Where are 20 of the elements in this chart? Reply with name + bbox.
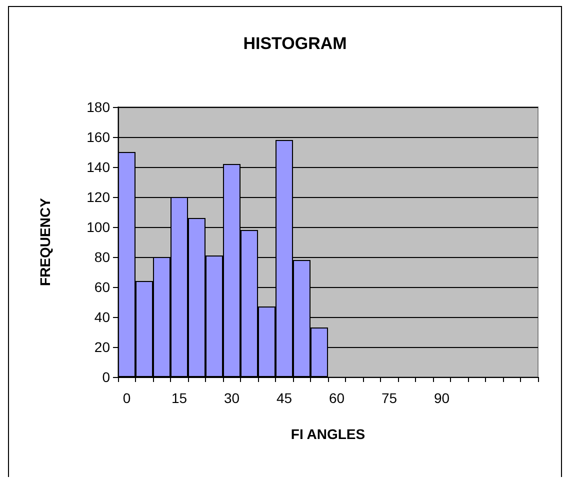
- x-tick-label: 75: [381, 390, 398, 406]
- y-tick-label: 100: [86, 219, 110, 235]
- x-tick-label: 45: [276, 390, 292, 406]
- y-tick-label: 60: [94, 279, 110, 295]
- y-tick-label: 20: [94, 339, 110, 355]
- y-axis-title: FREQUENCY: [37, 197, 53, 286]
- y-tick-label: 140: [86, 159, 110, 175]
- y-tick-label: 160: [86, 129, 110, 145]
- y-tick-label: 120: [86, 189, 110, 205]
- y-tick-label: 40: [94, 309, 110, 325]
- x-tick-label: 90: [434, 390, 450, 406]
- x-tick-label: 0: [122, 390, 131, 406]
- x-tick-label: 60: [328, 390, 345, 406]
- x-tick-label: 30: [224, 390, 240, 406]
- y-tick-label: 80: [94, 249, 110, 265]
- y-tick-label: 180: [86, 99, 110, 115]
- y-tick-label: 0: [102, 369, 110, 385]
- x-axis-title: FI ANGLES: [290, 426, 366, 442]
- chart-title: HISTOGRAM: [243, 34, 347, 53]
- x-tick-label: 15: [171, 390, 188, 406]
